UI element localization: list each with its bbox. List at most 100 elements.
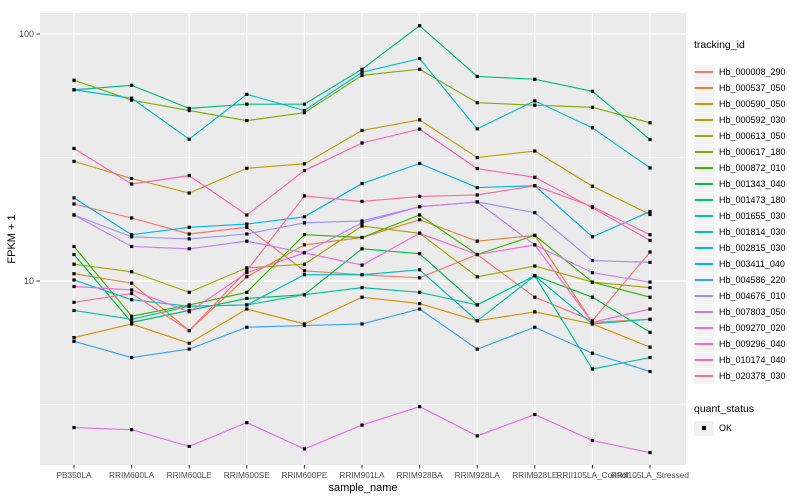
data-point [533,295,537,299]
data-point [590,184,594,188]
data-point [72,278,76,282]
data-point [245,271,249,275]
legend-key-box [694,288,714,304]
legend-key-box [694,80,714,96]
data-point [187,290,191,294]
data-point [302,221,306,225]
data-point [475,275,479,279]
legend-item-label: Hb_007803_050 [719,307,786,317]
data-point [187,310,191,314]
data-point [533,243,537,247]
data-point [475,434,479,438]
data-point [418,231,422,235]
x-tick-label: RRIM600LE [167,470,213,480]
legend-key-box [694,128,714,144]
data-point [302,194,306,198]
legend-item-label: Hb_009270_020 [719,323,786,333]
data-point [648,121,652,125]
legend-item-Hb_001343_040: Hb_001343_040 [694,176,798,192]
data-point [130,233,134,237]
data-point [360,247,364,251]
data-point [360,286,364,290]
x-tick-label: RRIM600LA [109,470,155,480]
data-point [302,262,306,266]
data-point [130,216,134,220]
data-point [302,108,306,113]
data-point [130,182,134,186]
data-point [475,252,479,257]
data-point [187,444,191,448]
data-point [590,205,594,209]
data-point [130,314,134,318]
data-point [130,317,134,321]
data-point [130,288,134,292]
data-point [648,166,652,170]
point-marker-icon [702,426,706,430]
data-point [187,108,191,113]
legend-item-Hb_010174_040: Hb_010174_040 [694,352,798,368]
legend-item-Hb_009296_040: Hb_009296_040 [694,336,798,352]
data-point [245,119,249,123]
data-point [475,303,479,307]
legend-color-swatch [695,279,713,281]
data-point [418,405,422,409]
data-point [72,159,76,163]
legend-item-Hb_020378_030: Hb_020378_030 [694,368,798,384]
legend-item-label: Hb_000537_050 [719,83,786,93]
legend-item-Hb_001473_180: Hb_001473_180 [694,192,798,208]
legend-item-Hb_003411_040: Hb_003411_040 [694,256,798,272]
legend-key-box [694,192,714,208]
data-point [187,328,191,333]
legend-key-box [694,64,714,80]
legend-color-swatch [695,119,713,121]
data-point [590,351,594,355]
data-point [418,118,422,122]
legend: tracking_id Hb_000008_290 Hb_000537_050 Hb… [694,38,798,436]
y-tick-label: 100 [19,29,34,39]
data-point [590,126,594,130]
legend-color-swatch [695,247,713,249]
data-point [590,235,594,239]
data-point [533,233,537,237]
data-point [475,193,479,197]
data-point [72,339,76,343]
legend-item-Hb_001814_030: Hb_001814_030 [694,224,798,240]
data-point [418,268,422,272]
data-point [72,425,76,430]
data-point [72,272,76,276]
data-point [533,149,537,153]
data-point [245,296,249,301]
legend-color-swatch [695,231,713,233]
data-point [533,211,537,215]
data-point [302,273,306,277]
data-point [72,78,76,82]
data-point [418,194,422,199]
legend-key-box [694,224,714,240]
legend-color-swatch [695,87,713,89]
legend-item-Hb_002815_030: Hb_002815_030 [694,240,798,256]
data-point [418,218,422,222]
data-point [533,274,537,278]
legend-color-swatch [695,135,713,137]
legend-color-swatch [695,103,713,105]
legend-item-Hb_000008_290: Hb_000008_290 [694,64,798,80]
data-point [245,307,249,311]
data-point [418,57,422,61]
legend-item-Hb_004676_010: Hb_004676_010 [694,288,798,304]
legend-item-Hb_004586_220: Hb_004586_220 [694,272,798,288]
data-point [475,347,479,351]
legend-key-box [694,96,714,112]
data-point [302,323,306,328]
data-point [130,320,134,324]
x-tick-label: RRIM928LA [455,470,501,480]
data-point [302,102,306,106]
legend-key-box [694,420,714,436]
data-point [245,269,249,273]
legend-key-box [694,368,714,384]
legend-item-Hb_000592_030: Hb_000592_030 [694,112,798,128]
legend-item-Hb_007803_050: Hb_007803_050 [694,304,798,320]
x-axis-title: sample_name [328,482,397,494]
data-point [648,209,652,214]
data-point [648,260,652,264]
